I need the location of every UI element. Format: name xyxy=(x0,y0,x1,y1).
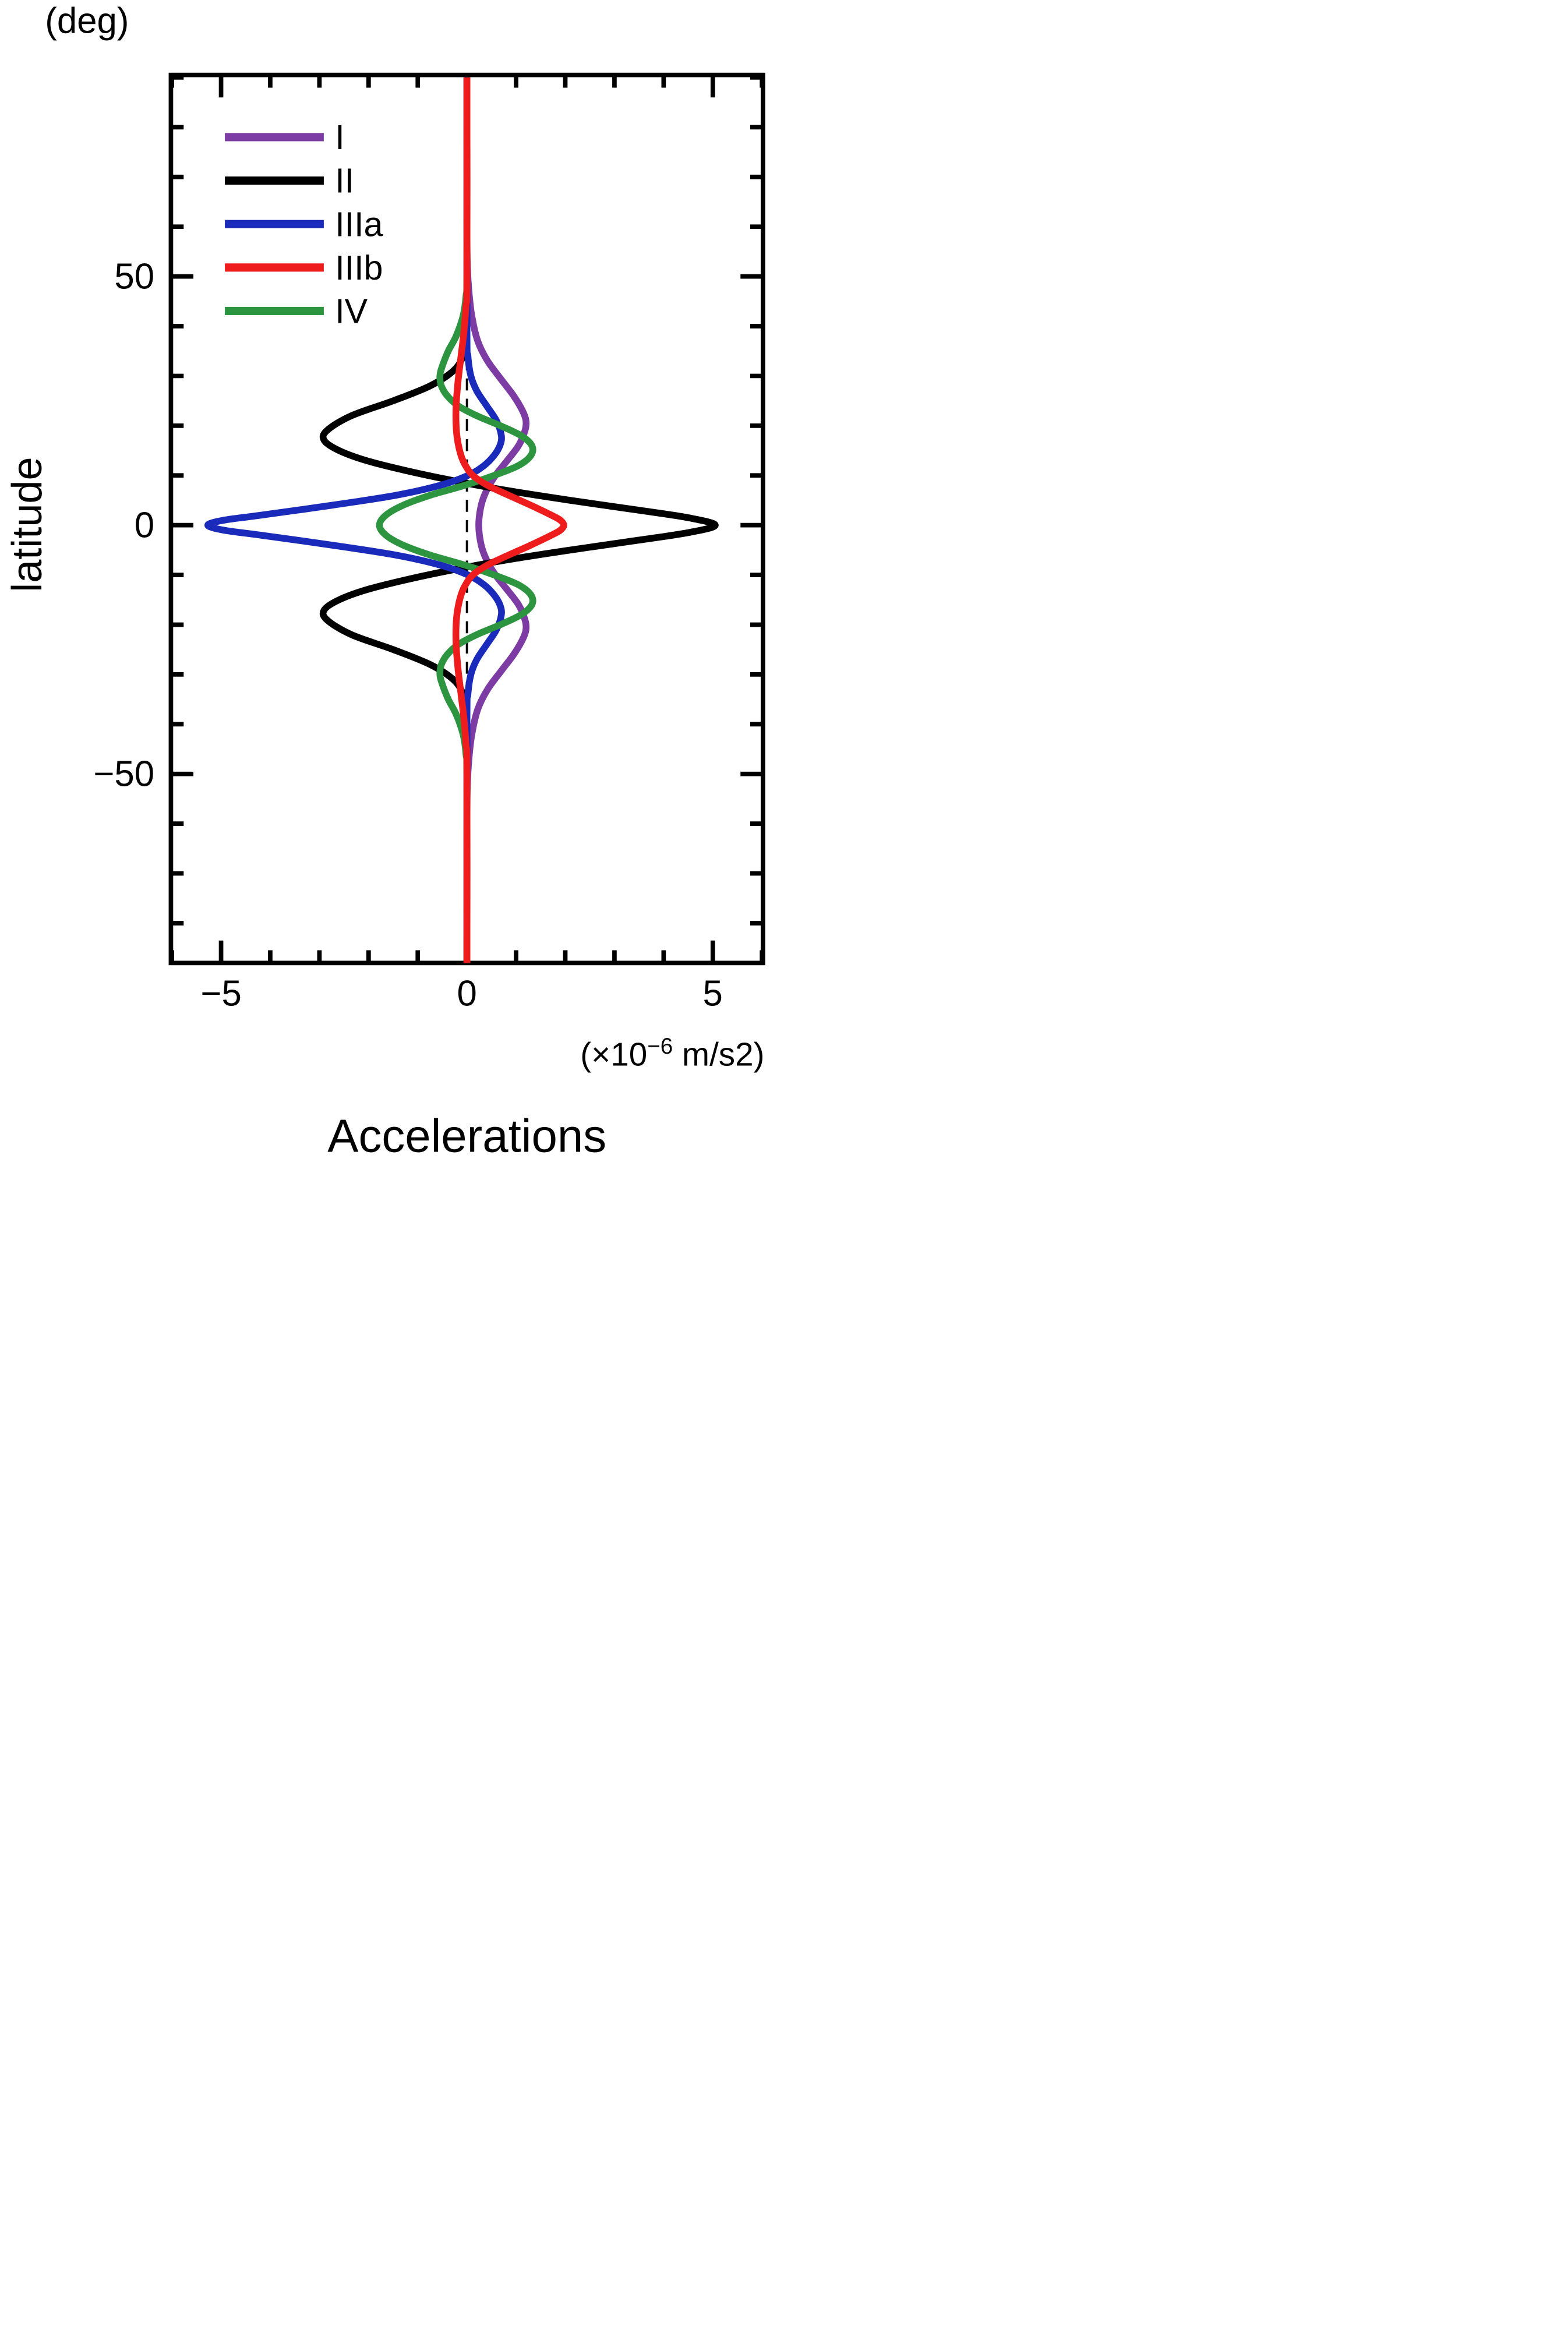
series-II xyxy=(319,77,719,963)
y-tick-label-0: 0 xyxy=(135,506,154,546)
legend-label-IV: IV xyxy=(335,292,368,331)
legend-label-IIIa: IIIa xyxy=(335,204,383,243)
y-tick-label-neg50: −50 xyxy=(93,754,154,794)
x-tick-label-0: 0 xyxy=(457,974,476,1014)
legend-label-IIIb: IIIb xyxy=(335,248,383,287)
y-axis-title: latitude xyxy=(4,457,51,592)
chart-page: I II IIIa IIIb IV 50 0 −50 −5 0 5 (deg) … xyxy=(0,0,784,1166)
series-I xyxy=(463,77,530,963)
x-axis-unit-label: (×10−6 m/s2) xyxy=(580,1034,764,1073)
series-IIIa xyxy=(204,77,505,963)
series-IIIb xyxy=(452,77,567,963)
y-tick-label-50: 50 xyxy=(114,256,154,296)
y-axis-unit-label: (deg) xyxy=(45,1,129,41)
series-IV xyxy=(376,77,536,963)
legend: I II IIIa IIIb IV xyxy=(225,118,383,331)
legend-label-I: I xyxy=(335,118,344,157)
legend-label-II: II xyxy=(335,161,354,200)
x-tick-label-neg5: −5 xyxy=(200,974,241,1014)
chart-title: Accelerations xyxy=(327,1110,606,1162)
curve-series xyxy=(204,77,719,963)
x-tick-label-5: 5 xyxy=(703,974,723,1014)
accelerations-chart: I II IIIa IIIb IV 50 0 −50 −5 0 5 (deg) … xyxy=(4,1,765,1162)
